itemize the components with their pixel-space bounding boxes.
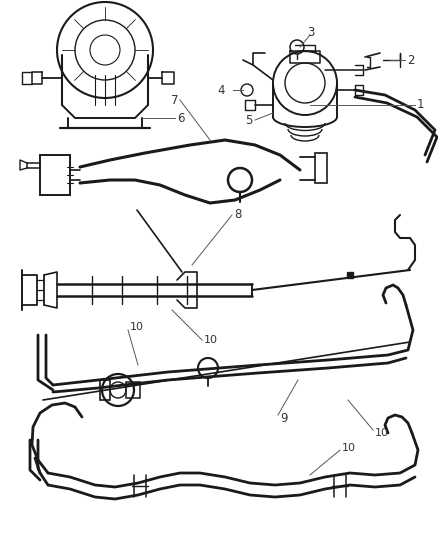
Text: 5: 5 xyxy=(246,114,253,126)
Text: 2: 2 xyxy=(407,53,414,67)
Text: 10: 10 xyxy=(130,322,144,332)
Text: 10: 10 xyxy=(342,443,356,453)
Text: 8: 8 xyxy=(234,208,241,222)
Text: 7: 7 xyxy=(170,93,178,107)
Bar xyxy=(126,382,140,398)
Text: 6: 6 xyxy=(177,111,184,125)
Text: 3: 3 xyxy=(307,27,314,39)
Text: 10: 10 xyxy=(375,428,389,438)
Bar xyxy=(40,155,70,195)
Bar xyxy=(100,380,110,400)
Text: 10: 10 xyxy=(204,335,218,345)
Bar xyxy=(315,153,327,183)
Text: 4: 4 xyxy=(218,84,225,96)
Text: 1: 1 xyxy=(417,99,424,111)
Text: 9: 9 xyxy=(280,411,287,424)
